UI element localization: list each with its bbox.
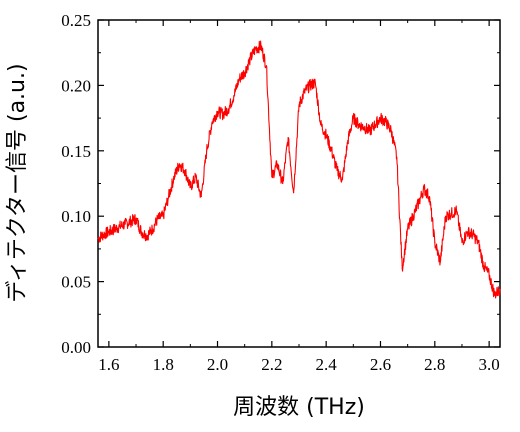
data-point bbox=[298, 104, 300, 106]
x-tick-label: 2.0 bbox=[207, 355, 228, 374]
x-tick-label: 3.0 bbox=[479, 355, 500, 374]
tick-labels: 1.6 1.8 2.0 2.2 2.4 2.6 2.8 3.0 0.00 0.05 0.10 0.15… bbox=[61, 11, 500, 374]
data-point bbox=[358, 124, 360, 126]
data-point bbox=[303, 91, 306, 93]
data-point bbox=[282, 182, 284, 185]
data-point bbox=[352, 117, 354, 119]
data-point bbox=[276, 163, 278, 165]
data-point bbox=[140, 231, 143, 233]
data-point bbox=[244, 71, 246, 73]
data-point bbox=[200, 195, 202, 198]
data-point bbox=[363, 126, 365, 128]
x-tick-label: 2.4 bbox=[316, 355, 338, 374]
data-point bbox=[385, 121, 387, 123]
data-point bbox=[369, 130, 371, 132]
data-point bbox=[135, 218, 137, 220]
y-tick-label: 0.05 bbox=[61, 273, 91, 292]
y-tick-label: 0.25 bbox=[61, 11, 91, 30]
data-point bbox=[325, 134, 327, 136]
data-point bbox=[254, 48, 257, 50]
x-tick-label: 2.6 bbox=[370, 355, 391, 374]
data-point bbox=[314, 82, 316, 84]
y-tick-label: 0.15 bbox=[61, 142, 91, 161]
data-point bbox=[466, 231, 469, 233]
data-point bbox=[341, 178, 344, 181]
data-point bbox=[233, 95, 235, 97]
x-tick-label: 2.2 bbox=[261, 355, 282, 374]
data-point bbox=[189, 186, 191, 189]
data-point bbox=[119, 226, 121, 228]
data-point bbox=[206, 150, 208, 152]
y-axis-title: ディテクター信号 (a.u.) bbox=[5, 63, 30, 302]
data-point bbox=[265, 65, 268, 67]
data-point bbox=[309, 84, 311, 86]
x-axis-title: 周波数 (THz) bbox=[233, 395, 365, 420]
plot-frame bbox=[97, 19, 501, 348]
data-point bbox=[102, 233, 105, 236]
data-point bbox=[374, 124, 376, 126]
data-point bbox=[97, 237, 99, 240]
data-point bbox=[157, 218, 159, 220]
data-point bbox=[124, 223, 126, 225]
data-point bbox=[113, 228, 115, 230]
data-point bbox=[379, 117, 382, 119]
series-line bbox=[97, 40, 501, 299]
data-point bbox=[390, 130, 392, 132]
data-point bbox=[178, 163, 181, 165]
data-point bbox=[477, 241, 479, 243]
data-point bbox=[108, 231, 110, 233]
data-point bbox=[401, 267, 403, 270]
data-point bbox=[423, 188, 425, 190]
data-point bbox=[222, 113, 224, 115]
data-point bbox=[439, 261, 441, 263]
y-tick-label: 0.10 bbox=[61, 207, 91, 226]
data-point bbox=[195, 176, 197, 178]
ticks bbox=[98, 19, 500, 348]
data-point bbox=[162, 215, 164, 217]
data-point bbox=[417, 202, 420, 204]
x-tick-label: 1.8 bbox=[153, 355, 174, 374]
data-point bbox=[472, 233, 474, 236]
data-point bbox=[347, 139, 349, 141]
data-point bbox=[184, 169, 186, 172]
data-point bbox=[445, 215, 447, 217]
data-point bbox=[428, 195, 430, 198]
data-point bbox=[493, 294, 496, 296]
data-point bbox=[249, 58, 251, 60]
x-tick-label: 1.6 bbox=[98, 355, 119, 374]
y-tick-label: 0.20 bbox=[61, 76, 91, 95]
data-point bbox=[211, 121, 213, 123]
data-point bbox=[330, 150, 333, 152]
series-layer bbox=[97, 40, 501, 299]
data-point bbox=[483, 265, 485, 267]
data-point bbox=[407, 228, 409, 230]
data-point bbox=[173, 176, 175, 178]
data-point bbox=[287, 137, 289, 139]
data-point bbox=[129, 220, 132, 223]
data-point bbox=[260, 45, 262, 47]
data-point bbox=[336, 169, 338, 172]
data-point bbox=[168, 195, 170, 198]
data-point bbox=[396, 156, 398, 158]
y-tick-label: 0.00 bbox=[61, 338, 91, 357]
data-point bbox=[271, 176, 273, 178]
data-point bbox=[455, 210, 458, 212]
data-point bbox=[238, 78, 240, 80]
data-point bbox=[151, 228, 153, 230]
data-point bbox=[499, 288, 501, 291]
data-point bbox=[434, 241, 436, 243]
x-tick-label: 2.8 bbox=[424, 355, 445, 374]
data-point bbox=[320, 124, 322, 126]
data-point bbox=[292, 192, 295, 194]
data-point bbox=[216, 110, 219, 113]
data-point bbox=[146, 235, 148, 237]
data-point bbox=[227, 108, 229, 110]
data-point bbox=[450, 212, 452, 215]
data-point bbox=[412, 215, 414, 217]
data-point bbox=[488, 274, 490, 276]
data-point bbox=[461, 241, 463, 243]
